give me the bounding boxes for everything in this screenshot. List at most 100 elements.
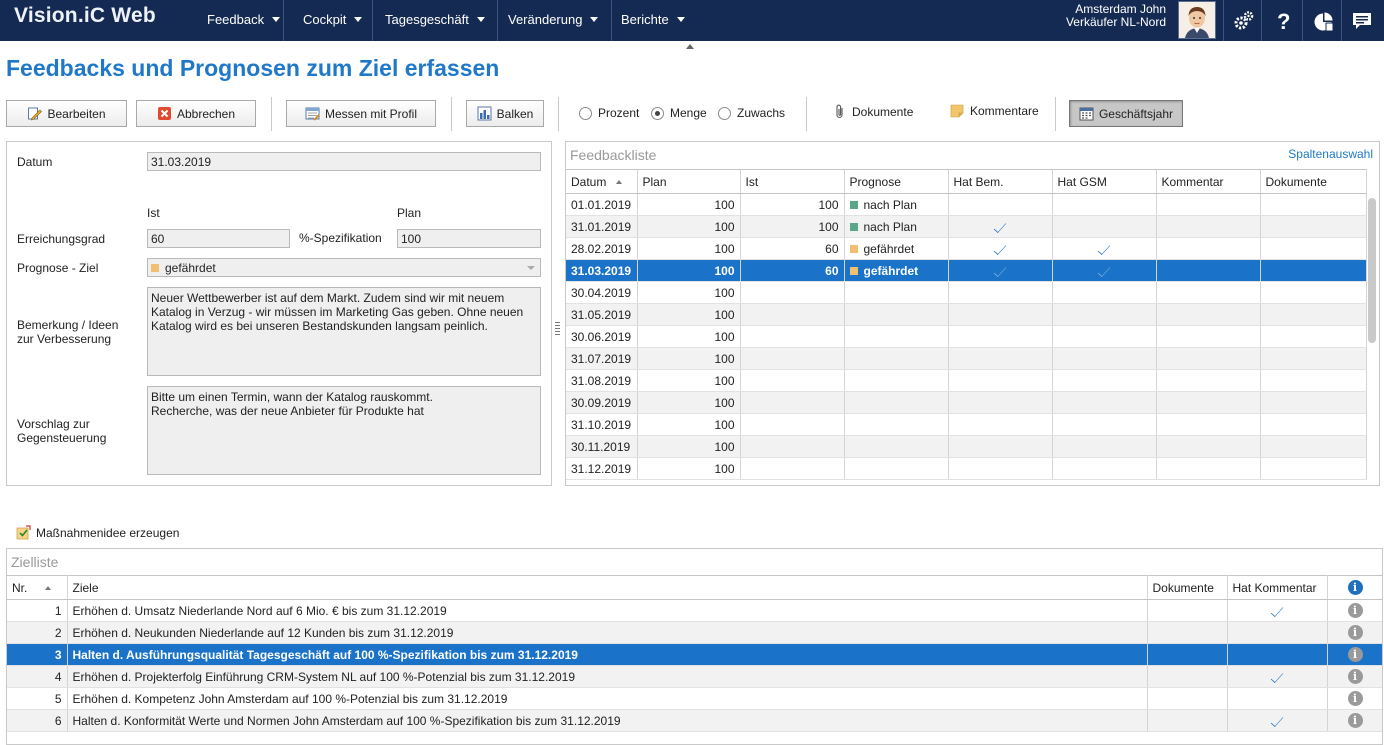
proposal-textarea[interactable]: Bitte um einen Termin, wann der Katalog …	[147, 386, 541, 475]
nav-veraenderung[interactable]: Veränderung	[498, 0, 612, 41]
cell-date: 31.07.2019	[566, 347, 638, 370]
documents-button[interactable]: Dokumente	[834, 104, 913, 119]
column-header-dokumente[interactable]: Dokumente	[1147, 575, 1228, 600]
cell-documents	[1147, 599, 1228, 622]
forecast-select[interactable]: gefährdet	[147, 258, 541, 277]
remark-textarea[interactable]: Neuer Wettbewerber ist auf dem Markt. Zu…	[147, 287, 541, 376]
feedback-row[interactable]: 31.05.2019 100	[566, 303, 1367, 326]
nav-cockpit[interactable]: Cockpit	[293, 0, 373, 41]
info-icon: i	[1347, 625, 1363, 640]
date-field[interactable]: 31.03.2019	[147, 152, 541, 171]
radio-menge[interactable]: Menge	[651, 106, 707, 120]
nav-feedback[interactable]: Feedback	[197, 0, 284, 41]
app-logo[interactable]: Vision.iC Web	[14, 4, 156, 27]
nav-berichte[interactable]: Berichte	[611, 0, 696, 41]
column-select-link[interactable]: Spaltenauswahl	[1288, 147, 1373, 161]
cell-prognose	[844, 347, 949, 370]
cell-hat-bem	[948, 193, 1053, 216]
cell-prognose	[844, 303, 949, 326]
goal-row[interactable]: 6 Halten d. Konformität Werte und Normen …	[7, 709, 1382, 732]
cell-has-comment	[1227, 687, 1328, 710]
cell-info[interactable]: i	[1327, 665, 1382, 688]
status-swatch	[849, 222, 858, 231]
question-icon[interactable]: ?	[1261, 0, 1299, 41]
column-header-prognose[interactable]: Prognose	[844, 169, 949, 194]
feedback-row[interactable]: 31.08.2019 100	[566, 369, 1367, 392]
checkmark-icon	[1270, 669, 1284, 683]
avatar[interactable]	[1178, 1, 1216, 39]
column-header-kommentar[interactable]: Kommentar	[1156, 169, 1261, 194]
cell-has-comment	[1227, 599, 1328, 622]
feedback-row[interactable]: 31.03.2019 100 60 gefährdet	[566, 259, 1367, 282]
top-navigation-bar: Vision.iC Web Feedback Cockpit Tagesgesc…	[0, 0, 1384, 41]
column-header-hat-bem[interactable]: Hat Bem.	[948, 169, 1053, 194]
cell-info[interactable]: i	[1327, 621, 1382, 644]
create-measure-idea-button[interactable]: Maßnahmenidee erzeugen	[16, 525, 179, 540]
toolbar-divider	[1055, 97, 1056, 131]
goal-row[interactable]: 2 Erhöhen d. Neukunden Niederlande auf 12…	[7, 621, 1382, 644]
vertical-scrollbar[interactable]	[1368, 198, 1376, 343]
feedback-row[interactable]: 31.10.2019 100	[566, 413, 1367, 436]
cell-info[interactable]: i	[1327, 709, 1382, 732]
cell-has-comment	[1227, 643, 1328, 666]
radio-circle	[579, 106, 592, 120]
feedback-row[interactable]: 30.09.2019 100	[566, 391, 1367, 414]
cell-info[interactable]: i	[1327, 643, 1382, 666]
cell-kommentar	[1156, 391, 1261, 414]
feedback-row[interactable]: 28.02.2019 100 60 gefährdet	[566, 237, 1367, 260]
pie-chart-icon[interactable]	[1302, 0, 1340, 41]
cell-info[interactable]: i	[1327, 599, 1382, 622]
goal-row[interactable]: 1 Erhöhen d. Umsatz Niederlande Nord auf …	[7, 599, 1382, 622]
goal-row[interactable]: 4 Erhöhen d. Projekterfolg Einführung CRM…	[7, 665, 1382, 688]
measure-with-profile-button[interactable]: Messen mit Profil	[286, 100, 436, 127]
cell-goal: Halten d. Konformität Werte und Normen J…	[67, 709, 1148, 732]
fiscal-year-toggle[interactable]: Geschäftsjahr	[1069, 100, 1183, 127]
plan-field[interactable]: 100	[397, 229, 541, 248]
user-info[interactable]: Amsterdam John Verkäufer NL-Nord	[1066, 3, 1166, 29]
ist-field[interactable]: 60	[147, 229, 290, 248]
cell-hat-bem	[948, 303, 1053, 326]
goal-row[interactable]: 3 Halten d. Ausführungsqualität Tagesgesc…	[7, 643, 1382, 666]
feedback-row[interactable]: 30.04.2019 100	[566, 281, 1367, 304]
goal-row[interactable]: 5 Erhöhen d. Kompetenz John Amsterdam auf…	[7, 687, 1382, 710]
edit-button[interactable]: Bearbeiten	[6, 100, 127, 127]
feedback-row[interactable]: 30.06.2019 100	[566, 325, 1367, 348]
feedback-row[interactable]: 31.01.2019 100 100 nach Plan	[566, 215, 1367, 238]
column-header-info[interactable]: i	[1327, 575, 1382, 600]
cell-hat-bem	[948, 259, 1053, 282]
feedback-row[interactable]: 31.12.2019 100	[566, 457, 1367, 480]
radio-zuwachs[interactable]: Zuwachs	[718, 106, 785, 120]
date-label: Datum	[17, 155, 53, 169]
column-header-ist[interactable]: Ist	[740, 169, 845, 194]
column-header-ziele[interactable]: Ziele	[67, 575, 1148, 600]
column-header-hat-gsm[interactable]: Hat GSM	[1052, 169, 1157, 194]
cell-ist	[740, 325, 845, 348]
column-header-datum[interactable]: Datum	[566, 169, 638, 194]
gears-icon[interactable]	[1223, 0, 1261, 41]
chat-icon[interactable]	[1341, 0, 1379, 41]
column-header-nr[interactable]: Nr.	[7, 575, 68, 600]
nav-tagesgeschaeft[interactable]: Tagesgeschäft	[375, 0, 498, 41]
cell-plan: 100	[637, 259, 741, 282]
feedback-row[interactable]: 30.11.2019 100	[566, 435, 1367, 458]
column-header-dokumente[interactable]: Dokumente	[1260, 169, 1367, 194]
comments-button[interactable]: Kommentare	[950, 104, 1039, 118]
column-header-hat-kommentar[interactable]: Hat Kommentar	[1227, 575, 1328, 600]
forecast-label: Prognose - Ziel	[17, 261, 99, 275]
column-header-plan[interactable]: Plan	[637, 169, 741, 194]
cell-prognose	[844, 281, 949, 304]
cancel-button[interactable]: Abbrechen	[136, 100, 256, 127]
panel-splitter-handle[interactable]	[555, 322, 560, 338]
bars-button[interactable]: Balken	[466, 100, 544, 127]
feedback-row[interactable]: 31.07.2019 100	[566, 347, 1367, 370]
prognose-label: nach Plan	[863, 197, 917, 212]
feedback-row[interactable]: 01.01.2019 100 100 nach Plan	[566, 193, 1367, 216]
cell-goal: Erhöhen d. Neukunden Niederlande auf 12 …	[67, 621, 1148, 644]
chevron-down-icon	[527, 266, 535, 270]
collapse-caret-icon[interactable]	[686, 44, 694, 49]
radio-prozent[interactable]: Prozent	[579, 106, 639, 120]
cell-info[interactable]: i	[1327, 687, 1382, 710]
cell-prognose	[844, 413, 949, 436]
cell-prognose	[844, 391, 949, 414]
cell-nr: 3	[7, 643, 68, 666]
